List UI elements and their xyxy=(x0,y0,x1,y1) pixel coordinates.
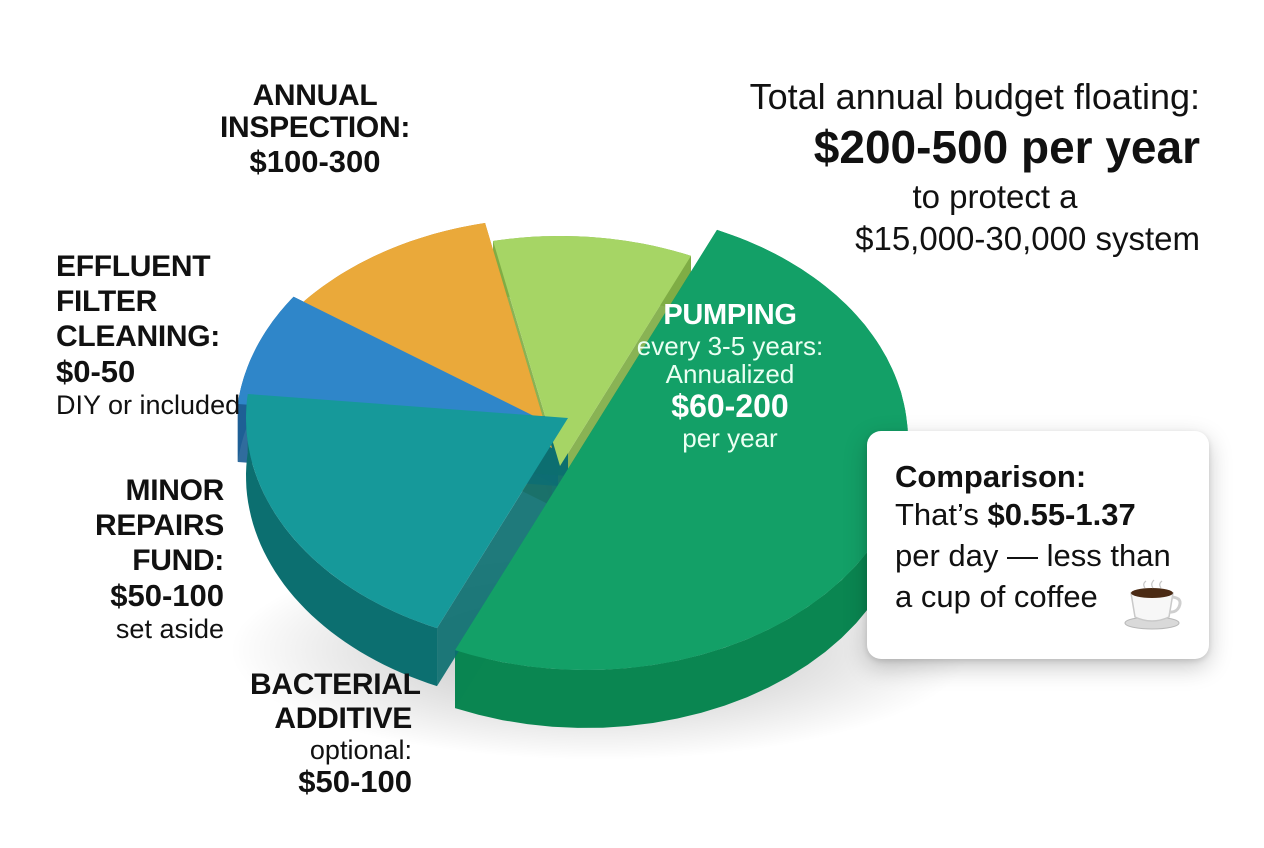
additive-note: optional: xyxy=(309,735,412,766)
filter-note: DIY or included xyxy=(56,390,241,421)
pumping-unit: per year xyxy=(682,423,778,454)
label-bacterial-additive: BACTERIAL ADDITIVE optional: $50-100 xyxy=(250,668,421,800)
additive-title-1: BACTERIAL xyxy=(250,668,421,701)
label-annual-inspection: ANNUAL INSPECTION: $100-300 xyxy=(210,79,420,179)
comparison-line-3: a cup of coffee xyxy=(895,578,1098,614)
comparison-title: Comparison: xyxy=(895,459,1087,494)
slice-3 xyxy=(287,223,552,448)
label-minor-repairs: MINOR REPAIRS FUND: $50-100 set aside xyxy=(60,474,224,646)
additive-title-2: ADDITIVE xyxy=(274,701,412,735)
slice-wall-1-0 xyxy=(437,418,568,687)
label-pumping: PUMPING every 3-5 years: Annualized $60-… xyxy=(600,299,860,454)
comparison-line-1: That’s $0.55-1.37 xyxy=(895,495,1209,536)
slice-2 xyxy=(237,296,559,428)
comparison-prefix: That’s xyxy=(895,497,988,532)
filter-amount: $0-50 xyxy=(56,354,136,390)
repairs-title-3: FUND: xyxy=(132,543,224,577)
repairs-amount: $50-100 xyxy=(110,578,224,614)
filter-title-3: CLEANING: xyxy=(56,319,220,353)
slice-0 xyxy=(455,229,908,670)
total-protect-text: to protect a xyxy=(912,178,1078,215)
repairs-note: set aside xyxy=(115,614,224,645)
comparison-card: Comparison: That’s $0.55-1.37 per day — … xyxy=(867,431,1209,659)
pumping-amount: $60-200 xyxy=(671,388,789,425)
total-heading: Total annual budget floating: xyxy=(749,76,1200,117)
slice-side-1 xyxy=(246,394,437,687)
comparison-daily-cost: $0.55-1.37 xyxy=(987,497,1136,532)
additive-amount: $50-100 xyxy=(298,764,412,800)
filter-title-2: FILTER xyxy=(56,284,157,318)
pumping-annualized: Annualized xyxy=(665,359,795,390)
label-effluent-filter: EFFLUENT FILTER CLEANING: $0-50 DIY or i… xyxy=(56,250,276,422)
repairs-title-1: MINOR xyxy=(125,474,225,507)
inspection-title-1: ANNUAL xyxy=(252,79,378,112)
comparison-line-2: per day — less than xyxy=(895,537,1171,573)
slice-side-0 xyxy=(455,229,908,728)
inspection-amount: $100-300 xyxy=(249,143,381,179)
total-amount: $200-500 per year xyxy=(813,121,1200,173)
pumping-frequency: every 3-5 years: xyxy=(636,330,824,361)
inspection-title-2: INSPECTION: xyxy=(219,111,411,145)
pumping-title: PUMPING xyxy=(663,299,797,331)
slice-1 xyxy=(246,394,568,629)
filter-title-1: EFFLUENT xyxy=(56,250,211,283)
repairs-title-2: REPAIRS xyxy=(94,508,224,542)
total-system-value: $15,000-30,000 system xyxy=(855,220,1200,257)
slice-4 xyxy=(493,236,691,466)
total-budget: Total annual budget floating: $200-500 p… xyxy=(700,76,1200,258)
coffee-cup-icon xyxy=(1124,579,1182,630)
